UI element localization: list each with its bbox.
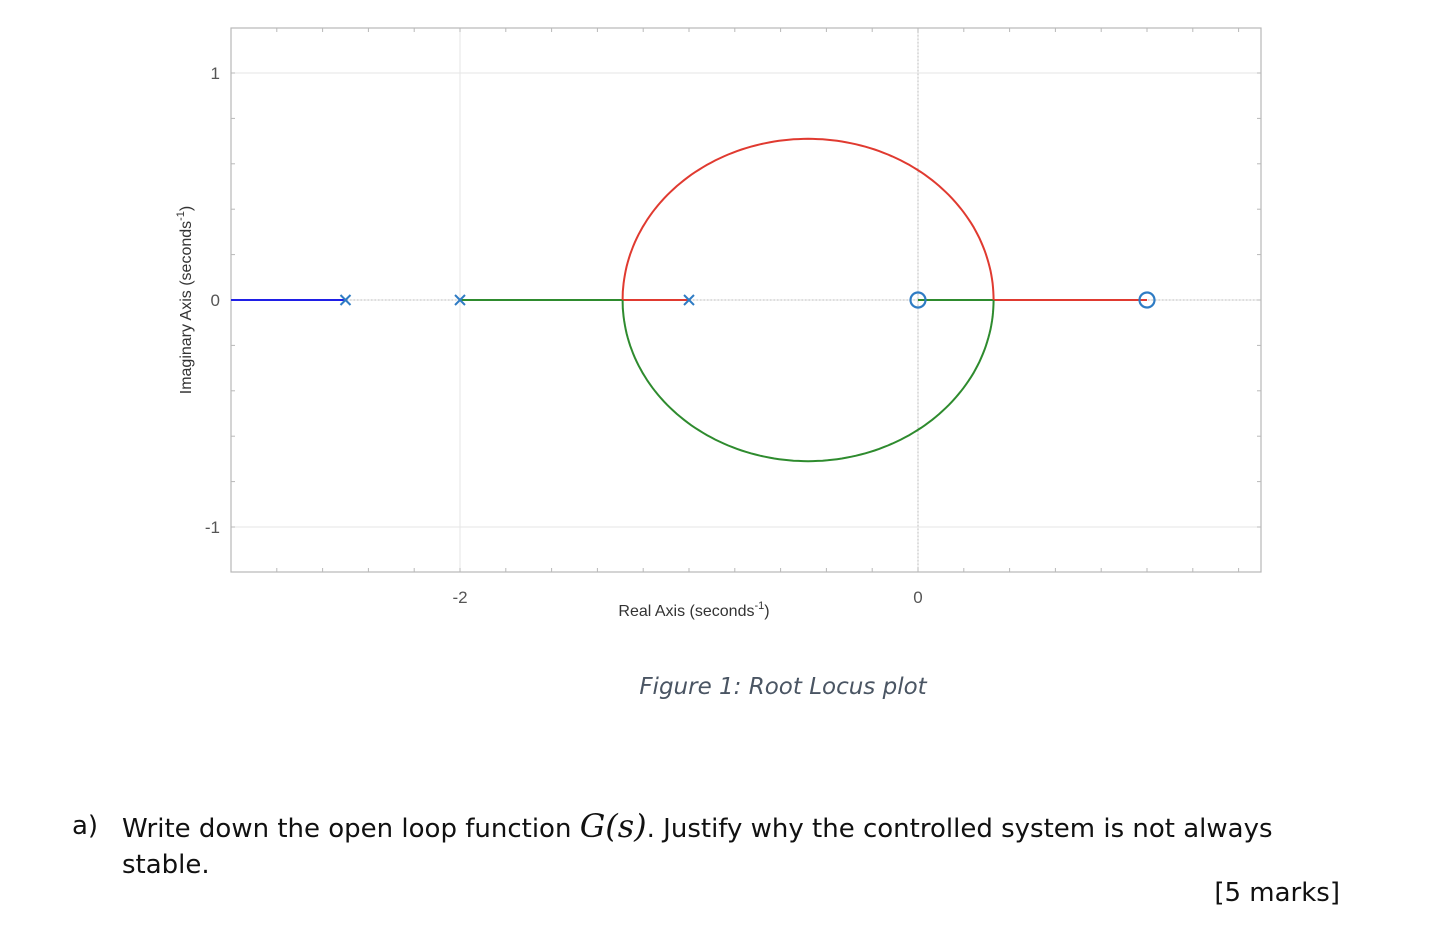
question-letter: a) (72, 811, 99, 841)
zero-marker (909, 291, 927, 309)
question-text: Write down the open loop function G(s). … (122, 808, 1342, 883)
minor-ticks (230, 28, 1261, 572)
x-axis-label: Real Axis (seconds-1) (618, 600, 769, 620)
figure-caption: Figure 1: Root Locus plot (639, 674, 927, 700)
locus-branch-upper-arc (621, 137, 995, 301)
y-tick-label: -1 (205, 518, 220, 537)
pole-marker (454, 294, 466, 306)
locus-branches (231, 137, 1147, 463)
x-tick-label: -2 (452, 588, 467, 607)
y-tick-label: 0 (211, 291, 220, 310)
y-axis-label: Imaginary Axis (seconds-1) (175, 206, 195, 395)
tick-labels: -2 0 1 0 -1 (205, 64, 923, 607)
pole-marker (339, 294, 352, 306)
x-tick-label: 0 (913, 588, 922, 607)
pole-marker (683, 294, 695, 306)
y-tick-label: 1 (211, 64, 220, 83)
zero-marker (1138, 291, 1156, 309)
marks-label: [5 marks] (1214, 878, 1340, 908)
math-g-of-s: G(s) (579, 807, 647, 845)
pole-zero-markers (339, 291, 1156, 309)
root-locus-chart: -2 0 1 0 -1 Real Axis (seconds-1) Imaginary … (175, 27, 1262, 620)
question-text-before: Write down the open loop function (122, 814, 580, 844)
locus-branch-lower-arc (621, 299, 995, 463)
question-text-after: . Justify why the controlled system is n… (122, 814, 1273, 880)
